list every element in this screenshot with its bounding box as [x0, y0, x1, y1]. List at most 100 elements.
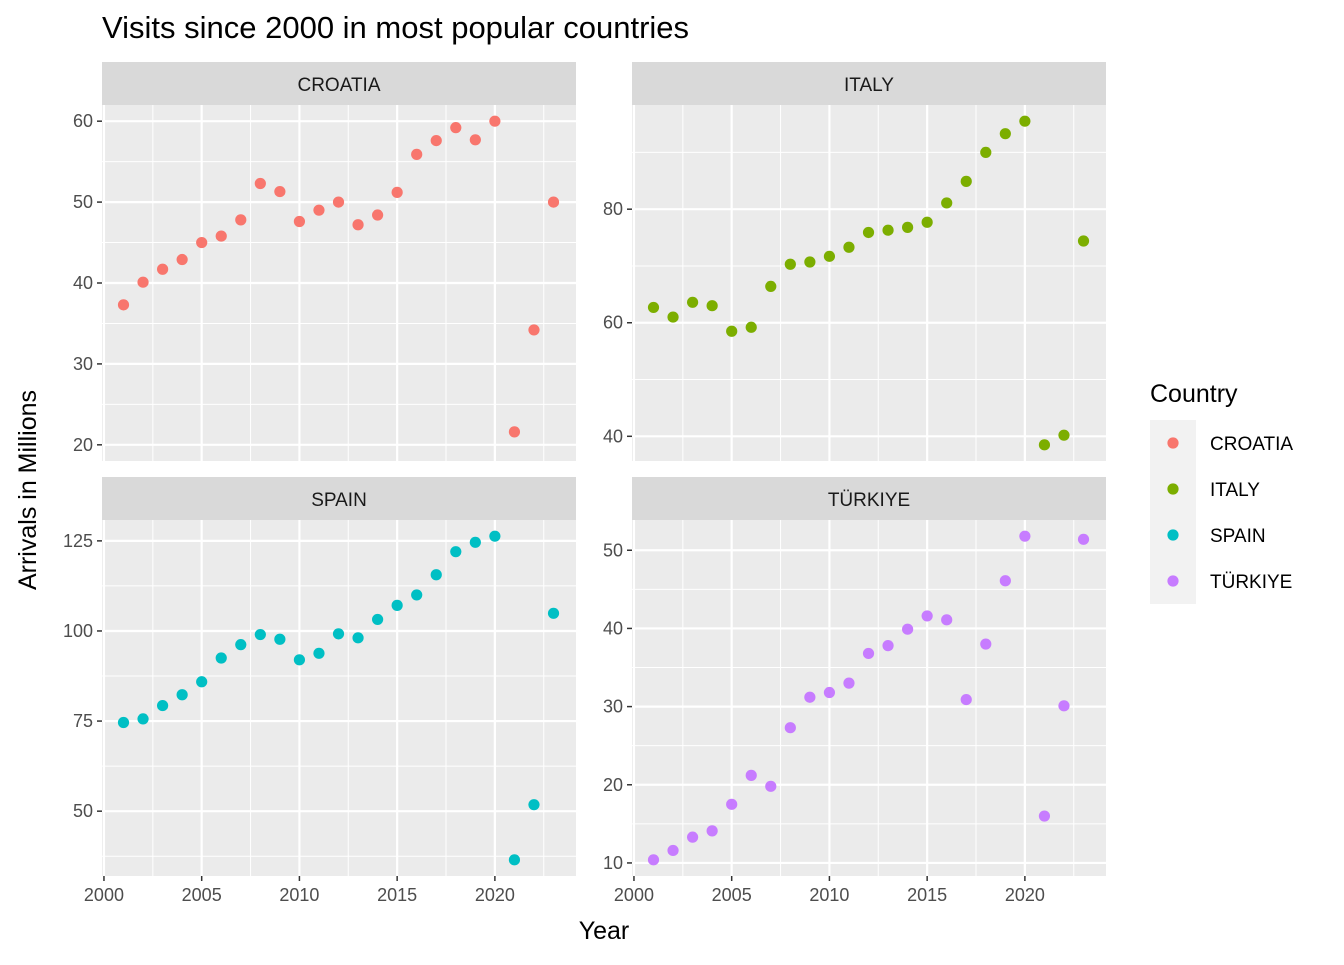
data-point-türkiye	[921, 610, 933, 622]
legend-label-türkiye: TÜRKIYE	[1210, 572, 1292, 593]
data-point-spain	[235, 639, 247, 651]
data-point-türkiye	[784, 722, 796, 734]
data-point-türkiye	[686, 831, 699, 843]
data-point-italy	[1019, 115, 1031, 127]
data-point-türkiye	[902, 623, 914, 635]
y-tick-label: 30	[73, 354, 93, 374]
data-point-spain	[137, 713, 149, 725]
x-tick-label: 2010	[279, 885, 319, 905]
y-tick-label: 40	[73, 273, 93, 293]
data-point-spain	[117, 716, 130, 729]
panel-spain: SPAIN 2000 2005 2010 2015 2020 50 75 100 125	[63, 477, 576, 905]
legend-label-croatia: CROATIA	[1210, 434, 1293, 455]
facet-panels: CROATIA 20 30 40 50 60 ITALY 40 60 80 SPAIN 2000 200…	[63, 62, 1106, 905]
x-tick-label: 2010	[809, 885, 849, 905]
data-point-croatia	[391, 186, 403, 198]
data-point-croatia	[274, 185, 286, 198]
data-point-croatia	[313, 204, 325, 216]
x-tick-label: 2015	[907, 885, 947, 905]
data-point-spain	[411, 589, 423, 601]
data-point-croatia	[430, 135, 442, 147]
data-point-italy	[1058, 429, 1070, 441]
data-point-spain	[293, 654, 306, 666]
data-point-italy	[882, 224, 894, 236]
data-point-italy	[706, 300, 718, 312]
data-point-türkiye	[941, 614, 953, 626]
panel-croatia: CROATIA 20 30 40 50 60	[73, 62, 576, 461]
x-tick-label: 2015	[377, 885, 417, 905]
data-point-croatia	[528, 324, 540, 336]
data-point-türkiye	[882, 640, 894, 652]
data-point-italy	[784, 258, 796, 270]
y-tick-label: 40	[603, 618, 623, 638]
data-point-croatia	[547, 196, 560, 208]
facet-strip-türkiye	[632, 477, 1106, 520]
panel-background-italy	[632, 105, 1106, 461]
legend: Country CROATIA ITALY SPAIN TÜRKIYE	[1150, 380, 1293, 604]
data-point-croatia	[352, 219, 364, 231]
data-point-spain	[391, 599, 403, 611]
legend-label-italy: ITALY	[1210, 480, 1260, 501]
facet-label-spain: SPAIN	[311, 490, 367, 511]
data-point-italy	[726, 325, 738, 337]
y-tick-label: 60	[603, 313, 623, 333]
y-tick-label: 20	[603, 775, 623, 795]
data-point-croatia	[450, 122, 462, 134]
data-point-spain	[528, 799, 540, 811]
data-point-croatia	[215, 230, 227, 242]
data-point-croatia	[117, 299, 130, 311]
data-point-türkiye	[804, 691, 816, 703]
data-point-croatia	[196, 236, 208, 249]
y-tick-label: 125	[63, 531, 93, 551]
x-tick-label: 2000	[614, 885, 654, 905]
data-point-croatia	[332, 196, 345, 208]
y-tick-label: 60	[73, 111, 93, 131]
data-point-italy	[765, 280, 777, 293]
data-point-türkiye	[1077, 533, 1090, 545]
facet-strip-italy	[632, 62, 1106, 105]
data-point-spain	[196, 676, 208, 688]
data-point-italy	[667, 311, 679, 323]
y-axis-title: Arrivals in Millions	[14, 390, 42, 590]
data-point-türkiye	[823, 686, 836, 699]
data-point-spain	[274, 633, 286, 645]
y-tick-label: 50	[73, 192, 93, 212]
y-tick-label: 100	[63, 621, 93, 641]
data-point-spain	[313, 647, 325, 659]
data-point-croatia	[508, 426, 521, 438]
x-axis-title: Year	[579, 917, 630, 945]
x-tick-label: 2020	[475, 885, 515, 905]
data-point-italy	[1038, 439, 1051, 451]
data-point-italy	[862, 226, 875, 239]
data-point-italy	[686, 296, 699, 308]
data-point-türkiye	[726, 798, 738, 810]
data-point-italy	[921, 216, 933, 228]
data-point-croatia	[411, 148, 423, 160]
y-tick-label: 20	[73, 435, 93, 455]
data-point-croatia	[156, 263, 169, 275]
data-point-spain	[469, 536, 481, 548]
data-point-croatia	[489, 115, 501, 127]
data-point-italy	[647, 301, 660, 314]
facet-label-croatia: CROATIA	[297, 75, 380, 96]
data-point-croatia	[176, 253, 188, 266]
facet-strip-croatia	[102, 62, 576, 105]
data-point-italy	[980, 146, 992, 159]
legend-title: Country	[1150, 380, 1238, 408]
panel-türkiye: TÜRKIYE 2000 2005 2010 2015 2020 10 20 30 40 50	[603, 477, 1106, 905]
data-point-italy	[960, 175, 972, 187]
facet-strip-spain	[102, 477, 576, 520]
facet-label-türkiye: TÜRKIYE	[828, 490, 910, 511]
x-tick-label: 2020	[1005, 885, 1045, 905]
data-point-italy	[745, 321, 757, 333]
legend-key-türkiye	[1167, 575, 1179, 587]
data-point-türkiye	[843, 677, 855, 689]
data-point-croatia	[293, 215, 306, 228]
y-tick-label: 30	[603, 697, 623, 717]
chart-title: Visits since 2000 in most popular countr…	[102, 10, 689, 45]
data-point-spain	[176, 689, 188, 701]
data-point-türkiye	[980, 638, 992, 650]
data-point-spain	[508, 854, 521, 866]
data-point-croatia	[137, 276, 149, 288]
